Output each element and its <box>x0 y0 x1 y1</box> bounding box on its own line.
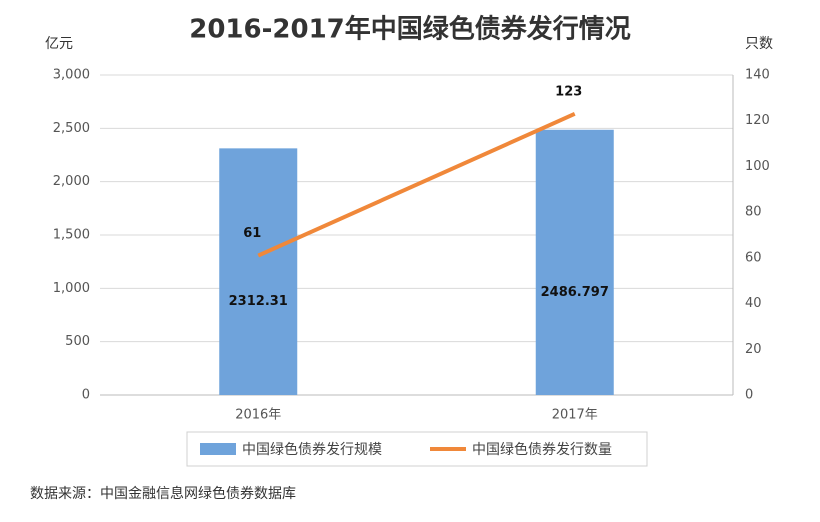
y-axis-label: 亿元 <box>45 36 73 52</box>
chart-title: 2016-2017年中国绿色债券发行情况 <box>189 14 631 45</box>
data-label: 61 <box>243 226 261 241</box>
data-label: 2486.797 <box>541 285 609 300</box>
bar <box>535 129 614 396</box>
y2-tick-label: 40 <box>745 296 762 311</box>
y-tick-label: 0 <box>82 388 90 403</box>
x-tick-label: 2016年 <box>235 408 281 423</box>
legend-label: 中国绿色债券发行数量 <box>472 441 612 458</box>
legend-box <box>186 431 648 467</box>
x-tick-label: 2017年 <box>552 408 598 423</box>
y-tick-label: 2,500 <box>53 121 90 136</box>
y-tick-label: 1,500 <box>53 228 90 243</box>
y-tick-label: 500 <box>65 334 90 349</box>
y2-tick-label: 20 <box>745 342 762 357</box>
legend-swatch <box>200 443 236 455</box>
y2-tick-label: 120 <box>745 113 770 128</box>
y2-tick-label: 100 <box>745 159 770 174</box>
y2-axis-label: 只数 <box>745 36 773 52</box>
data-label: 2312.31 <box>229 294 288 309</box>
y-tick-label: 1,000 <box>53 281 90 296</box>
y2-tick-label: 140 <box>745 68 770 83</box>
bar <box>219 148 298 395</box>
y2-tick-label: 80 <box>745 205 762 220</box>
y2-tick-label: 0 <box>745 388 753 403</box>
line <box>257 112 576 258</box>
legend-label: 中国绿色债券发行规模 <box>242 441 382 458</box>
y-tick-label: 2,000 <box>53 174 90 189</box>
source-note: 数据来源：中国金融信息网绿色债券数据库 <box>30 485 296 502</box>
y2-tick-label: 60 <box>745 250 762 265</box>
data-label: 123 <box>555 84 582 99</box>
y-tick-label: 3,000 <box>53 68 90 83</box>
